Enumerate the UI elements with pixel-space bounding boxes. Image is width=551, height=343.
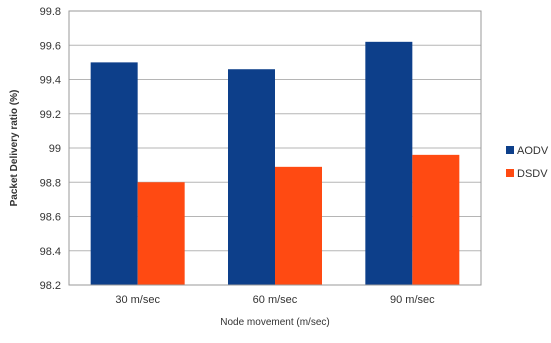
y-tick-label: 99 (49, 143, 61, 155)
x-axis-title: Node movement (m/sec) (220, 317, 329, 328)
bar-aodv-1 (90, 62, 138, 285)
bar-dsdv-2 (275, 166, 322, 285)
legend-swatch-dsdv (506, 169, 514, 177)
y-tick-label: 99.8 (40, 6, 61, 18)
x-tick-labels: 30 m/sec 60 m/sec 90 m/sec (115, 294, 435, 306)
x-tick-label: 90 m/sec (390, 294, 435, 306)
y-tick-label: 98.6 (40, 212, 61, 224)
y-tick-labels: 98.2 98.4 98.6 98.8 99 99.2 99.4 99.6 99.8 (40, 6, 61, 292)
bar-aodv-3 (365, 41, 413, 286)
y-tick-label: 98.4 (40, 246, 61, 258)
y-tick-label: 99.4 (40, 75, 61, 87)
x-tick-label: 30 m/sec (115, 294, 160, 306)
y-tick-label: 98.2 (40, 280, 61, 292)
bar-dsdv-1 (137, 182, 185, 285)
x-tick-label: 60 m/sec (253, 294, 298, 306)
legend-label-dsdv: DSDV (517, 168, 548, 180)
legend-label-aodv: AODV (517, 145, 549, 157)
bar-aodv-2 (228, 69, 275, 285)
y-tick-label: 99.2 (40, 109, 61, 121)
legend: AODV DSDV (506, 145, 549, 180)
legend-swatch-aodv (506, 146, 514, 154)
bar-dsdv-3 (412, 154, 460, 285)
y-axis-title: Packet Delivery ratio (%) (9, 90, 20, 207)
y-tick-label: 99.6 (40, 40, 61, 52)
bars (90, 41, 460, 286)
plot-frame (68, 10, 482, 286)
y-tick-label: 98.8 (40, 177, 61, 189)
